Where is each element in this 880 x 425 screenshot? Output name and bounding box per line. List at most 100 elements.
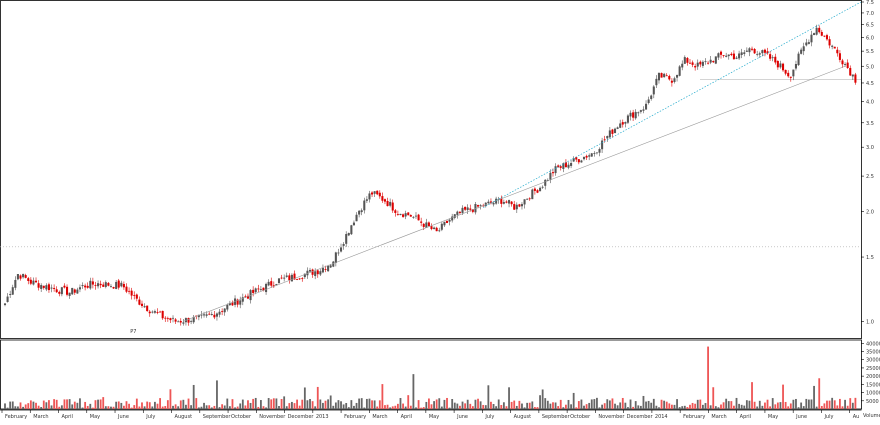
candle-body [688, 62, 692, 64]
volume-bar [402, 403, 404, 409]
volume-bar [854, 397, 857, 409]
candle-body [453, 214, 456, 218]
volume-bar [293, 403, 296, 409]
volume-bar [99, 399, 102, 409]
volume-bar [784, 401, 787, 409]
volume-tick-label: 5000 [866, 399, 879, 405]
candle-body [345, 234, 348, 244]
candle-body [187, 317, 190, 323]
volume-bar [9, 401, 12, 409]
candle-body [42, 285, 45, 288]
volume-tick-label: 35000 [866, 350, 880, 356]
candle-body [745, 50, 748, 52]
volume-bar [660, 399, 663, 409]
candle-body [53, 287, 56, 289]
volume-bar [223, 405, 226, 409]
candle-body [820, 31, 823, 36]
volume-bar [665, 401, 668, 409]
volume-bar [115, 401, 118, 409]
candle-body [645, 103, 648, 110]
volume-bar [616, 405, 619, 409]
candle-body [321, 267, 324, 273]
candle-body [316, 270, 319, 275]
candle-body [16, 274, 19, 280]
volume-bar [172, 405, 174, 409]
volume-bar [769, 406, 772, 409]
candle-body [774, 56, 777, 63]
candle-body [588, 155, 591, 157]
volume-bar [138, 406, 141, 409]
volume-bar [386, 404, 389, 409]
time-tick-label: May [768, 414, 778, 420]
candle-body [562, 163, 565, 169]
candle-body [800, 49, 803, 54]
candle-body [303, 273, 306, 278]
candle-body [306, 270, 309, 276]
candle-body [632, 112, 635, 118]
volume-bar [347, 407, 350, 409]
volume-bar [800, 402, 803, 409]
candle-body [585, 155, 588, 158]
candle-body [231, 302, 234, 306]
volume-bar [182, 399, 185, 409]
candle-body [60, 287, 63, 295]
candle-body [117, 280, 120, 288]
candle-body [520, 204, 524, 207]
candle-body [135, 294, 138, 299]
volume-bar [663, 400, 666, 409]
candle-body [22, 273, 25, 278]
time-tick-label: August [514, 414, 532, 420]
candle-body [78, 287, 81, 290]
volume-bar [539, 395, 541, 409]
candle-body [474, 204, 477, 213]
volume-bar [309, 399, 311, 409]
volume-bar [619, 402, 622, 409]
time-tick-label: September [542, 414, 571, 420]
volume-bar [435, 399, 438, 409]
volume-bar [681, 406, 684, 409]
volume-bar [174, 404, 177, 409]
volume-bar [826, 400, 828, 409]
volume-bar [399, 398, 402, 409]
volume-bar [484, 405, 487, 409]
candle-body [9, 294, 12, 296]
candle-body [526, 198, 529, 200]
volume-tick-label: 25000 [866, 366, 880, 372]
volume-bar [107, 406, 110, 409]
candle-body [254, 288, 257, 293]
candle-body [730, 53, 733, 56]
volume-bar [48, 400, 50, 409]
time-tick-label: February [683, 414, 705, 420]
candle-body [787, 72, 790, 77]
candle-body [433, 227, 436, 230]
candle-body [769, 54, 772, 59]
candle-body [402, 214, 405, 217]
volume-bar [190, 405, 193, 409]
volume-bar [216, 380, 218, 409]
volume-bar [730, 401, 733, 409]
volume-bar [528, 402, 531, 409]
candle-body [153, 311, 156, 313]
volume-bar [244, 405, 247, 409]
candle-body [102, 284, 105, 287]
volume-bar [717, 407, 720, 409]
candle-body [833, 46, 836, 49]
candle-body [205, 314, 208, 316]
candle-body [469, 208, 472, 210]
volume-bar [820, 405, 823, 409]
volume-bar [353, 405, 355, 409]
time-tick-label: July [823, 414, 833, 420]
candle-body [389, 201, 392, 206]
candle-body [471, 209, 474, 212]
volume-bar [360, 398, 363, 409]
candle-body [394, 210, 397, 213]
candle-body [559, 166, 562, 168]
candle-body [495, 198, 498, 204]
volume-bar [851, 402, 854, 409]
volume-bar [301, 399, 304, 409]
candle-body [55, 289, 58, 293]
volume-bar [371, 400, 373, 409]
candle-body [815, 27, 818, 35]
volume-bar [495, 406, 498, 409]
volume-bar [738, 403, 741, 409]
